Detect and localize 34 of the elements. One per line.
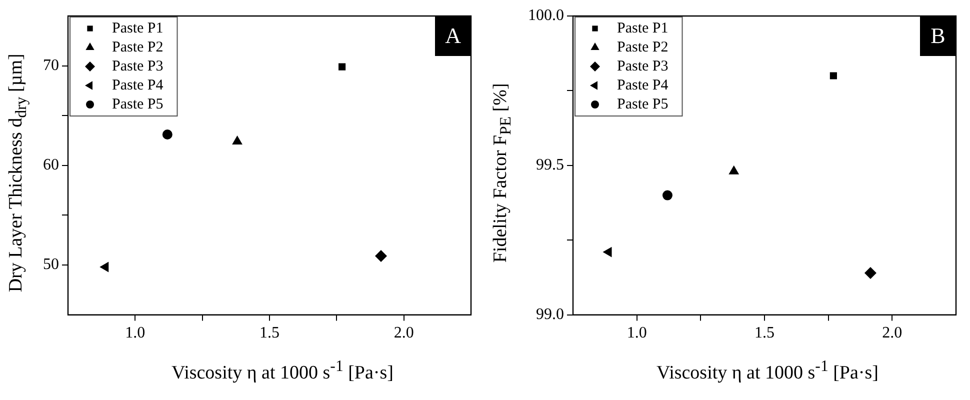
legend-label: Paste P5: [112, 96, 164, 112]
y-tick-label: 70: [43, 57, 59, 74]
point: [864, 266, 876, 279]
point: [338, 63, 346, 70]
x-axis-title: Viscosity η at 1000 s$^{-1}$ [Pa·s]: [170, 358, 394, 384]
y-tick-label: 60: [43, 156, 59, 174]
legend-label: Paste P3: [112, 58, 164, 74]
legend-label: Paste P5: [617, 96, 668, 112]
point: [602, 246, 612, 258]
point: [662, 190, 672, 200]
x-tick-label: 1.0: [626, 324, 647, 342]
legend-label: Paste P1: [112, 20, 164, 36]
legend-label: Paste P2: [112, 39, 164, 56]
annotation: B: [930, 22, 946, 48]
legend-label: Paste P3: [617, 58, 668, 74]
x-tick-label: 1.5: [260, 324, 280, 342]
legend-label: Paste P4: [112, 77, 164, 94]
annotation: A: [445, 22, 462, 48]
point: [374, 250, 387, 262]
y-tick-label: 100.0: [528, 7, 564, 24]
y-tick-label: 99.5: [536, 156, 564, 174]
legend-label: Paste P1: [617, 20, 668, 36]
legend-label: Paste P4: [617, 77, 669, 94]
legend-label: Paste P2: [617, 39, 668, 56]
x-tick-label: 1.5: [754, 324, 774, 342]
point: [100, 262, 109, 272]
x-tick-label: 2.0: [394, 324, 414, 342]
point: [830, 72, 837, 80]
x-tick-label: 2.0: [882, 324, 902, 342]
point: [162, 130, 172, 140]
y-tick-label: 50: [43, 256, 59, 274]
x-axis-title: Viscosity η at 1000 s$^{-1}$ [Pa·s]: [655, 358, 880, 384]
x-tick-label: 1.0: [125, 324, 146, 342]
y-tick-label: 99.0: [536, 306, 564, 324]
